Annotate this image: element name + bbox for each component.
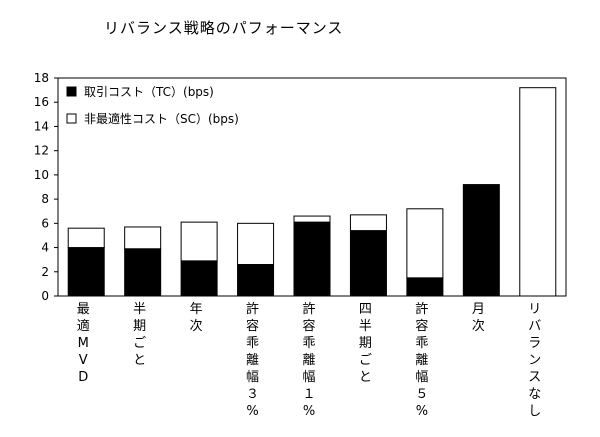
y-tick-label: 18 [34,71,49,85]
bar-segment-sc-4 [237,222,275,266]
y-tick-label: 6 [41,216,49,230]
legend-label-2: 非最適性コスト（SC）(bps) [84,111,239,126]
bar-segment-tc-8 [462,184,500,297]
bar-segment-sc-6 [349,214,387,232]
y-tick-label: 2 [41,265,49,279]
x-category-label: 年次 [190,302,203,334]
y-tick-label: 12 [34,144,49,158]
x-category-label: 許容乖離幅１% [302,302,315,419]
bar-segment-sc-1 [67,227,105,249]
x-category-label: 四半期ごと [359,302,372,385]
x-category-label: 許容乖離幅３% [246,302,259,419]
bar-segment-tc-3 [180,260,218,297]
x-category-label: 半期ごと [133,302,146,368]
legend-swatch-2 [66,113,77,124]
bar-segment-sc-3 [180,221,218,262]
y-tick-label: 8 [41,192,49,206]
bar-segment-sc-7 [406,208,444,279]
x-category-label: リバランスなし [528,302,541,419]
x-category-label: 月次 [472,302,485,334]
legend-swatch-1 [66,86,77,97]
bar-segment-sc-9 [519,87,557,297]
bar-segment-sc-5 [293,215,331,223]
bar-segment-tc-6 [349,230,387,297]
y-tick-label: 16 [34,95,49,109]
x-category-label: 許容乖離幅５% [415,302,428,419]
x-category-label: 最適 M V D [77,302,90,385]
y-tick-label: 4 [41,241,49,255]
y-tick-label: 10 [34,168,49,182]
y-tick-label: 0 [41,289,49,303]
chart-title: リバランス戦略のパフォーマンス [104,19,344,37]
bar-segment-tc-2 [124,248,162,297]
bar-segment-tc-1 [67,247,105,297]
y-tick-label: 14 [34,119,49,133]
bar-segment-tc-7 [406,277,444,297]
legend-label-1: 取引コスト（TC）(bps) [84,85,214,99]
bar-segment-tc-5 [293,221,331,297]
bar-segment-tc-4 [237,264,275,297]
bar-segment-sc-2 [124,226,162,250]
